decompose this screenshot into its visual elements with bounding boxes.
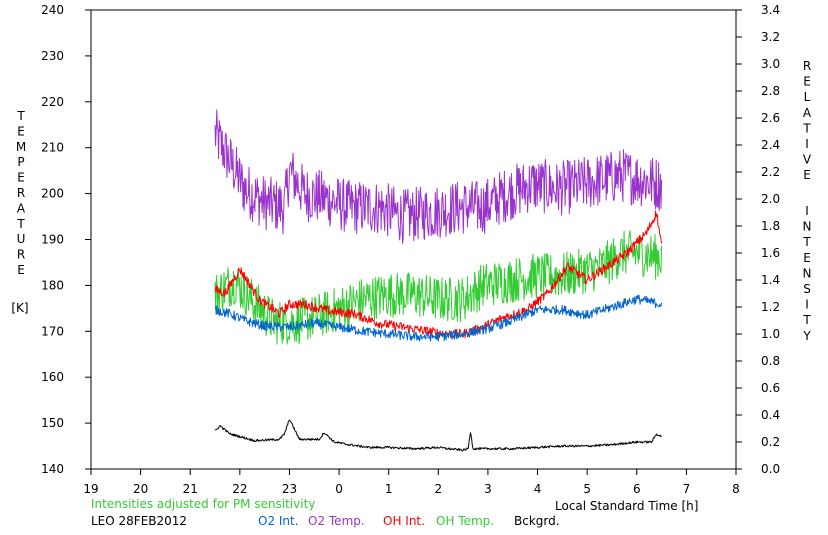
y-left-title-letter: T xyxy=(16,217,25,231)
y-left-title-letter: M xyxy=(16,140,26,154)
y-left-title-letter: E xyxy=(17,263,25,277)
y-right-title-letter: R xyxy=(803,59,811,73)
legend-o2-temp: O2 Temp. xyxy=(308,514,365,528)
y-right-tick-label: 2.2 xyxy=(761,165,780,179)
series-line-3 xyxy=(214,294,663,342)
y-right-tick-label: 1.4 xyxy=(761,273,780,287)
y-left-title-letter: P xyxy=(17,155,24,169)
y-left-tick-label: 140 xyxy=(41,462,64,476)
x-tick-label: 2 xyxy=(434,482,442,496)
x-tick-label: 21 xyxy=(183,482,198,496)
x-tick-label: 19 xyxy=(83,482,98,496)
y-right-tick-label: 3.4 xyxy=(761,3,780,17)
y-right-title-letter: L xyxy=(804,90,811,104)
y-left-tick-label: 210 xyxy=(41,141,64,155)
x-tick-label: 0 xyxy=(335,482,343,496)
y-left-title-letter: A xyxy=(17,201,26,215)
y-left-title-letter: E xyxy=(17,124,25,138)
y-right-tick-label: 3.0 xyxy=(761,57,780,71)
y-right-title-letter: N xyxy=(803,266,812,280)
chart-labels: 19 20 21 22 23 0 1 2 3 4 5 6 7 8140150160170180190200… xyxy=(11,3,812,496)
y-right-title-letter: S xyxy=(803,282,811,296)
y-right-title-letter: E xyxy=(803,168,811,182)
y-left-tick-label: 240 xyxy=(41,3,64,17)
y-left-tick-label: 230 xyxy=(41,49,64,63)
y-left-title-letter: R xyxy=(17,248,25,262)
y-left-title-letter: E xyxy=(17,171,25,185)
x-tick-label: 8 xyxy=(732,482,740,496)
y-right-tick-label: 1.8 xyxy=(761,219,780,233)
x-axis-title: Local Standard Time [h] xyxy=(555,499,699,513)
x-tick-label: 3 xyxy=(484,482,492,496)
series-line-0 xyxy=(214,109,663,244)
x-tick-label: 5 xyxy=(583,482,591,496)
x-tick-label: 4 xyxy=(534,482,542,496)
chart-axes xyxy=(85,9,742,475)
y-right-tick-label: 0.4 xyxy=(761,408,780,422)
x-tick-label: 7 xyxy=(683,482,691,496)
series-line-2 xyxy=(214,210,663,339)
x-tick-label: 6 xyxy=(633,482,641,496)
y-left-tick-label: 150 xyxy=(41,416,64,430)
y-right-title-letter: V xyxy=(803,153,812,167)
series-line-1 xyxy=(214,230,663,345)
y-left-title-letter: T xyxy=(16,109,25,123)
y-right-tick-label: 2.0 xyxy=(761,192,780,206)
y-right-title-letter: T xyxy=(802,313,811,327)
x-tick-label: 22 xyxy=(232,482,247,496)
series-line-4 xyxy=(214,419,662,452)
y-right-title-letter: I xyxy=(805,298,809,312)
y-right-title-letter: T xyxy=(802,121,811,135)
y-right-title-letter: I xyxy=(805,204,809,218)
y-left-title-letter: R xyxy=(17,186,25,200)
y-right-title-letter: E xyxy=(803,251,811,265)
x-tick-label: 1 xyxy=(385,482,393,496)
y-left-unit: [K] xyxy=(11,301,28,315)
y-right-tick-label: 1.0 xyxy=(761,327,780,341)
y-right-tick-label: 0.0 xyxy=(761,462,780,476)
y-right-tick-label: 0.8 xyxy=(761,354,780,368)
y-right-title-letter: T xyxy=(802,235,811,249)
y-left-title-letter: U xyxy=(17,232,26,246)
y-right-tick-label: 2.4 xyxy=(761,138,780,152)
legend-o2-int: O2 Int. xyxy=(258,514,299,528)
chart-series xyxy=(214,109,663,452)
y-right-tick-label: 0.2 xyxy=(761,435,780,449)
legend-oh-int: OH Int. xyxy=(383,514,425,528)
y-right-title-letter: A xyxy=(803,106,812,120)
y-right-tick-label: 0.6 xyxy=(761,381,780,395)
x-tick-label: 20 xyxy=(133,482,148,496)
y-left-tick-label: 160 xyxy=(41,370,64,384)
y-left-tick-label: 200 xyxy=(41,187,64,201)
y-right-tick-label: 1.2 xyxy=(761,300,780,314)
y-right-title-letter: E xyxy=(803,75,811,89)
y-left-tick-label: 190 xyxy=(41,233,64,247)
sensitivity-note: Intensities adjusted for PM sensitivity xyxy=(91,497,316,511)
legend-bckgrd: Bckgrd. xyxy=(514,514,560,528)
y-right-tick-label: 1.6 xyxy=(761,246,780,260)
y-left-tick-label: 180 xyxy=(41,278,64,292)
y-right-tick-label: 2.8 xyxy=(761,84,780,98)
y-right-title-letter: Y xyxy=(802,329,811,343)
legend-oh-temp: OH Temp. xyxy=(436,514,495,528)
y-right-tick-label: 2.6 xyxy=(761,111,780,125)
site-date-label: LEO 28FEB2012 xyxy=(91,514,188,528)
y-left-tick-label: 170 xyxy=(41,324,64,338)
y-right-title-letter: N xyxy=(803,220,812,234)
y-right-tick-label: 3.2 xyxy=(761,30,780,44)
x-tick-label: 23 xyxy=(282,482,297,496)
y-right-title-letter: I xyxy=(805,137,809,151)
y-left-tick-label: 220 xyxy=(41,95,64,109)
